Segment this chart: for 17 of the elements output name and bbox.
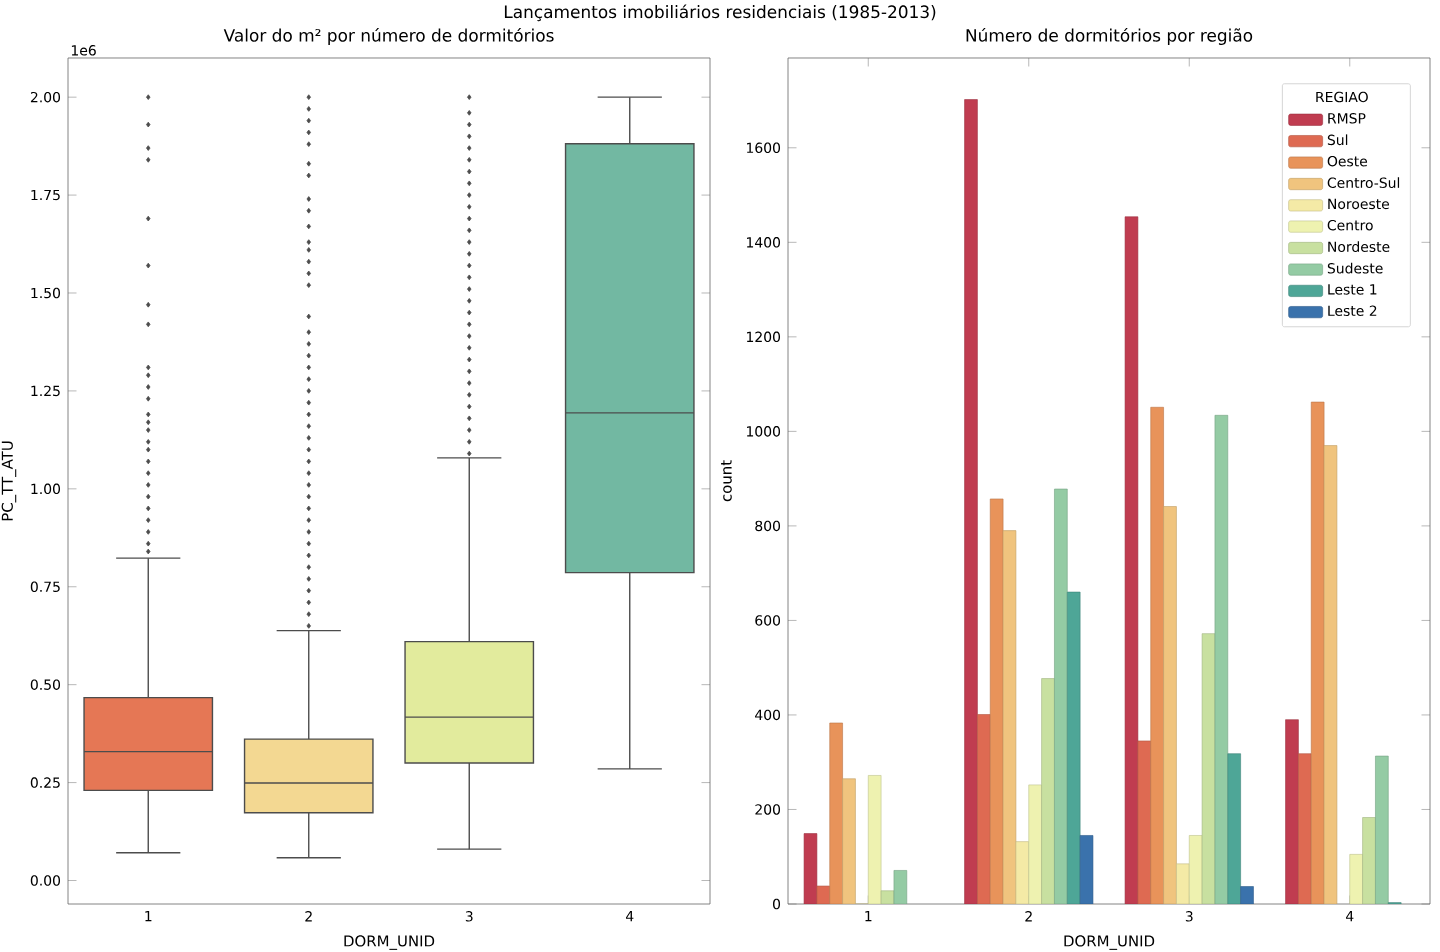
bar bbox=[1227, 753, 1241, 904]
bar bbox=[1285, 719, 1299, 904]
bar bbox=[1054, 488, 1068, 904]
text: Lançamentos imobiliários residenciais (1985-2013) bbox=[504, 4, 936, 22]
bar bbox=[842, 778, 856, 904]
chart-title: Valor do m² por número de dormitórios bbox=[223, 27, 554, 46]
bar bbox=[1150, 406, 1164, 904]
bar bbox=[964, 99, 978, 904]
bar bbox=[1163, 506, 1177, 904]
bar bbox=[1375, 755, 1389, 904]
bar bbox=[977, 714, 991, 904]
bar bbox=[1349, 854, 1363, 904]
bar bbox=[829, 722, 843, 904]
bar bbox=[1041, 678, 1055, 904]
bar bbox=[1298, 753, 1312, 904]
bar bbox=[1362, 817, 1376, 904]
chart-title: Número de dormitórios por região bbox=[966, 27, 1253, 45]
